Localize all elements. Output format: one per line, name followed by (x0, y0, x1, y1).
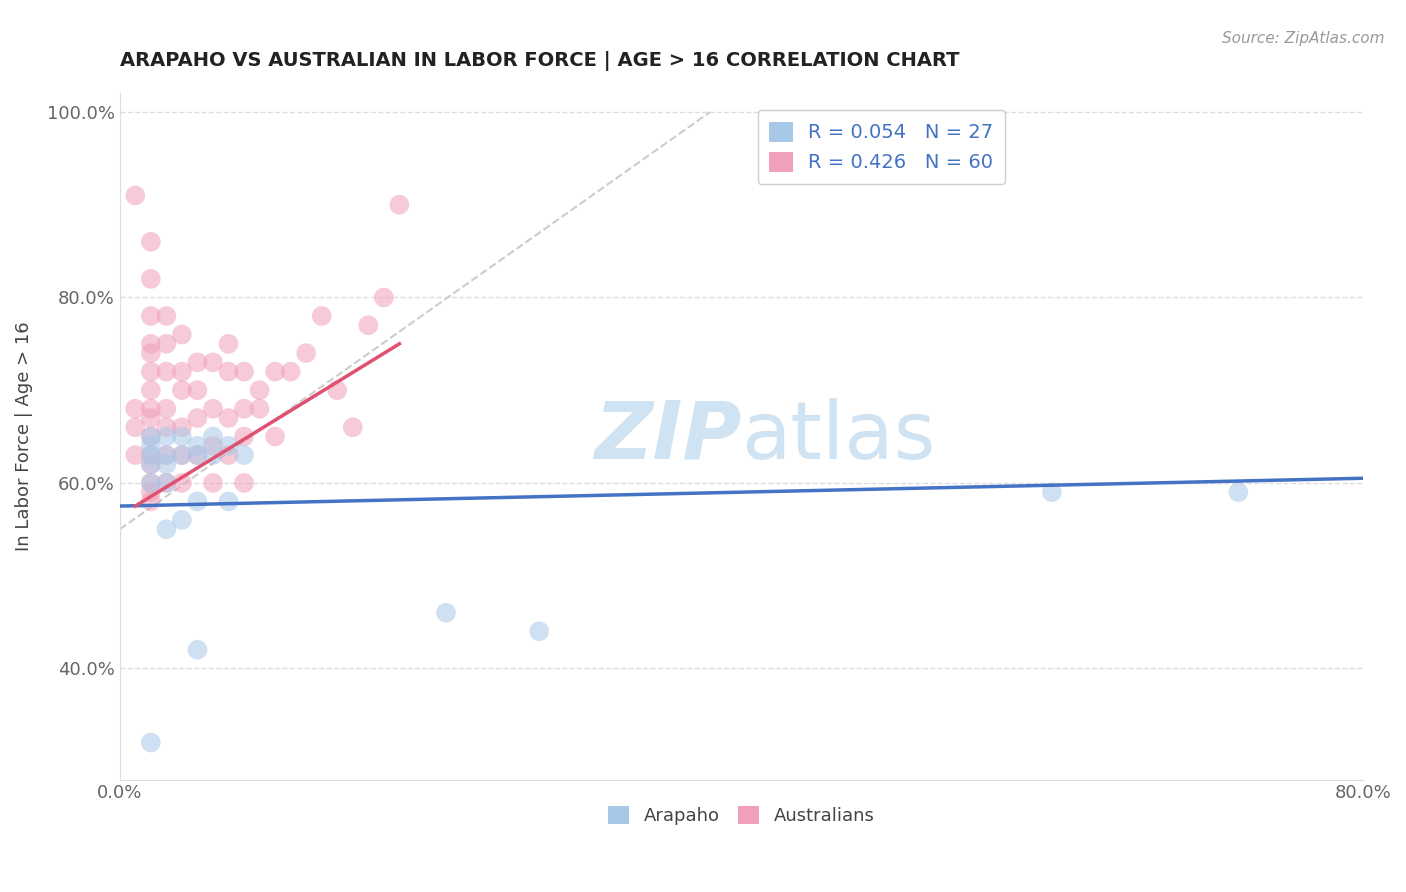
Point (170, 365, 193, 379)
Point (373, 290, 395, 304)
Point (139, 411, 162, 425)
Point (170, 327, 193, 342)
Point (155, 448, 177, 462)
Point (201, 448, 224, 462)
Text: Source: ZipAtlas.com: Source: ZipAtlas.com (1222, 31, 1385, 46)
Point (139, 448, 162, 462)
Point (139, 272, 162, 286)
Text: ZIP: ZIP (593, 398, 741, 475)
Point (218, 365, 240, 379)
Point (186, 642, 208, 657)
Point (170, 475, 193, 490)
Point (139, 346, 162, 360)
Point (186, 383, 208, 397)
Point (434, 606, 457, 620)
Point (139, 383, 162, 397)
Point (155, 448, 177, 462)
Point (233, 429, 256, 443)
Point (388, 198, 411, 212)
Point (170, 420, 193, 434)
Point (155, 475, 177, 490)
Point (139, 458, 162, 472)
Point (139, 235, 162, 249)
Point (201, 401, 224, 416)
Point (233, 365, 256, 379)
Point (264, 429, 287, 443)
Point (233, 475, 256, 490)
Point (201, 475, 224, 490)
Point (139, 336, 162, 351)
Point (155, 429, 177, 443)
Point (1040, 485, 1063, 500)
Point (139, 485, 162, 500)
Point (218, 494, 240, 508)
Point (139, 309, 162, 323)
Point (139, 494, 162, 508)
Point (218, 336, 240, 351)
Point (357, 318, 380, 333)
Point (295, 346, 318, 360)
Point (139, 365, 162, 379)
Text: ARAPAHO VS AUSTRALIAN IN LABOR FORCE | AGE > 16 CORRELATION CHART: ARAPAHO VS AUSTRALIAN IN LABOR FORCE | A… (120, 51, 959, 70)
Point (186, 411, 208, 425)
Point (264, 365, 287, 379)
Point (139, 448, 162, 462)
Legend: Arapaho, Australians: Arapaho, Australians (600, 798, 882, 832)
Point (139, 475, 162, 490)
Point (155, 475, 177, 490)
Text: atlas: atlas (741, 398, 935, 475)
Point (186, 494, 208, 508)
Point (124, 448, 146, 462)
Point (139, 735, 162, 749)
Point (139, 429, 162, 443)
Point (170, 448, 193, 462)
Point (155, 420, 177, 434)
Point (155, 401, 177, 416)
Point (311, 309, 333, 323)
Point (201, 439, 224, 453)
Point (155, 365, 177, 379)
Point (186, 448, 208, 462)
Point (124, 188, 146, 202)
Point (280, 365, 302, 379)
Point (186, 439, 208, 453)
Point (124, 401, 146, 416)
Point (170, 513, 193, 527)
Point (249, 383, 271, 397)
Point (170, 448, 193, 462)
Point (529, 624, 551, 639)
Point (218, 448, 240, 462)
Point (155, 458, 177, 472)
Point (249, 401, 271, 416)
Point (201, 429, 224, 443)
Point (139, 439, 162, 453)
Point (186, 448, 208, 462)
Point (170, 383, 193, 397)
Point (170, 429, 193, 443)
Point (124, 420, 146, 434)
Point (139, 429, 162, 443)
Point (218, 439, 240, 453)
Y-axis label: In Labor Force | Age > 16: In Labor Force | Age > 16 (15, 322, 32, 551)
Point (233, 401, 256, 416)
Point (139, 458, 162, 472)
Point (326, 383, 349, 397)
Point (139, 475, 162, 490)
Point (342, 420, 364, 434)
Point (201, 355, 224, 369)
Point (218, 411, 240, 425)
Point (155, 309, 177, 323)
Point (1227, 485, 1250, 500)
Point (139, 401, 162, 416)
Point (155, 522, 177, 536)
Point (155, 336, 177, 351)
Point (186, 355, 208, 369)
Point (233, 448, 256, 462)
